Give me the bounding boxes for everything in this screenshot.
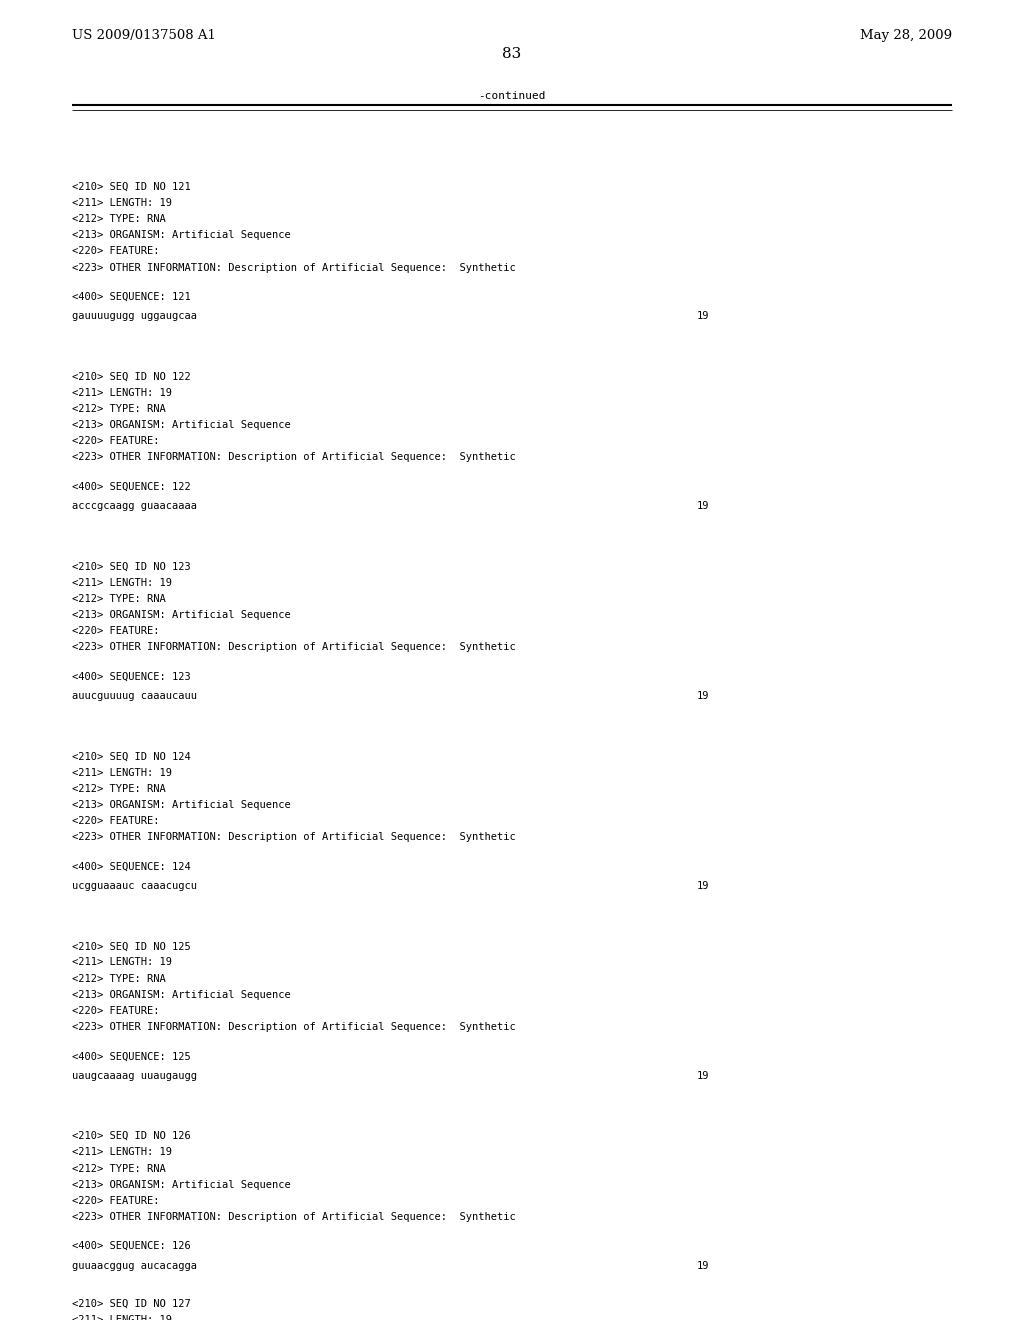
Text: May 28, 2009: May 28, 2009 <box>860 29 952 42</box>
Text: 19: 19 <box>696 1261 709 1271</box>
Text: 83: 83 <box>503 48 521 61</box>
Text: <210> SEQ ID NO 123: <210> SEQ ID NO 123 <box>72 561 190 572</box>
Text: <220> FEATURE:: <220> FEATURE: <box>72 1006 159 1016</box>
Text: <213> ORGANISM: Artificial Sequence: <213> ORGANISM: Artificial Sequence <box>72 990 291 999</box>
Text: <400> SEQUENCE: 124: <400> SEQUENCE: 124 <box>72 862 190 871</box>
Text: <223> OTHER INFORMATION: Description of Artificial Sequence:  Synthetic: <223> OTHER INFORMATION: Description of … <box>72 832 515 842</box>
Text: <211> LENGTH: 19: <211> LENGTH: 19 <box>72 1147 172 1158</box>
Text: <211> LENGTH: 19: <211> LENGTH: 19 <box>72 388 172 397</box>
Text: <213> ORGANISM: Artificial Sequence: <213> ORGANISM: Artificial Sequence <box>72 800 291 810</box>
Text: <211> LENGTH: 19: <211> LENGTH: 19 <box>72 198 172 207</box>
Text: <220> FEATURE:: <220> FEATURE: <box>72 437 159 446</box>
Text: 19: 19 <box>696 1071 709 1081</box>
Text: acccgcaagg guaacaaaa: acccgcaagg guaacaaaa <box>72 502 197 511</box>
Text: <212> TYPE: RNA: <212> TYPE: RNA <box>72 1163 166 1173</box>
Text: <213> ORGANISM: Artificial Sequence: <213> ORGANISM: Artificial Sequence <box>72 610 291 620</box>
Text: <212> TYPE: RNA: <212> TYPE: RNA <box>72 974 166 983</box>
Text: <220> FEATURE:: <220> FEATURE: <box>72 247 159 256</box>
Text: US 2009/0137508 A1: US 2009/0137508 A1 <box>72 29 216 42</box>
Text: <211> LENGTH: 19: <211> LENGTH: 19 <box>72 957 172 968</box>
Text: -continued: -continued <box>478 91 546 102</box>
Text: <210> SEQ ID NO 122: <210> SEQ ID NO 122 <box>72 371 190 381</box>
Text: <210> SEQ ID NO 126: <210> SEQ ID NO 126 <box>72 1131 190 1142</box>
Text: 19: 19 <box>696 502 709 511</box>
Text: <212> TYPE: RNA: <212> TYPE: RNA <box>72 594 166 603</box>
Text: <213> ORGANISM: Artificial Sequence: <213> ORGANISM: Artificial Sequence <box>72 420 291 430</box>
Text: <223> OTHER INFORMATION: Description of Artificial Sequence:  Synthetic: <223> OTHER INFORMATION: Description of … <box>72 1022 515 1032</box>
Text: <223> OTHER INFORMATION: Description of Artificial Sequence:  Synthetic: <223> OTHER INFORMATION: Description of … <box>72 453 515 462</box>
Text: <220> FEATURE:: <220> FEATURE: <box>72 816 159 826</box>
Text: <400> SEQUENCE: 121: <400> SEQUENCE: 121 <box>72 292 190 302</box>
Text: <212> TYPE: RNA: <212> TYPE: RNA <box>72 784 166 793</box>
Text: <211> LENGTH: 19: <211> LENGTH: 19 <box>72 767 172 777</box>
Text: gauuuugugg uggaugcaa: gauuuugugg uggaugcaa <box>72 312 197 321</box>
Text: <211> LENGTH: 19: <211> LENGTH: 19 <box>72 1315 172 1320</box>
Text: <223> OTHER INFORMATION: Description of Artificial Sequence:  Synthetic: <223> OTHER INFORMATION: Description of … <box>72 1212 515 1222</box>
Text: 19: 19 <box>696 690 709 701</box>
Text: <212> TYPE: RNA: <212> TYPE: RNA <box>72 214 166 224</box>
Text: guuaacggug aucacagga: guuaacggug aucacagga <box>72 1261 197 1271</box>
Text: 19: 19 <box>696 880 709 891</box>
Text: <223> OTHER INFORMATION: Description of Artificial Sequence:  Synthetic: <223> OTHER INFORMATION: Description of … <box>72 263 515 272</box>
Text: <220> FEATURE:: <220> FEATURE: <box>72 1196 159 1206</box>
Text: <210> SEQ ID NO 124: <210> SEQ ID NO 124 <box>72 751 190 762</box>
Text: <210> SEQ ID NO 125: <210> SEQ ID NO 125 <box>72 941 190 952</box>
Text: <213> ORGANISM: Artificial Sequence: <213> ORGANISM: Artificial Sequence <box>72 230 291 240</box>
Text: <213> ORGANISM: Artificial Sequence: <213> ORGANISM: Artificial Sequence <box>72 1180 291 1189</box>
Text: <223> OTHER INFORMATION: Description of Artificial Sequence:  Synthetic: <223> OTHER INFORMATION: Description of … <box>72 643 515 652</box>
Text: <400> SEQUENCE: 125: <400> SEQUENCE: 125 <box>72 1051 190 1061</box>
Text: <220> FEATURE:: <220> FEATURE: <box>72 626 159 636</box>
Text: <400> SEQUENCE: 123: <400> SEQUENCE: 123 <box>72 672 190 681</box>
Text: <212> TYPE: RNA: <212> TYPE: RNA <box>72 404 166 414</box>
Text: <210> SEQ ID NO 127: <210> SEQ ID NO 127 <box>72 1299 190 1308</box>
Text: ucgguaaauc caaacugcu: ucgguaaauc caaacugcu <box>72 880 197 891</box>
Text: 19: 19 <box>696 312 709 321</box>
Text: <400> SEQUENCE: 126: <400> SEQUENCE: 126 <box>72 1241 190 1251</box>
Text: uaugcaaaag uuaugaugg: uaugcaaaag uuaugaugg <box>72 1071 197 1081</box>
Text: <211> LENGTH: 19: <211> LENGTH: 19 <box>72 578 172 587</box>
Text: auucguuuug caaaucauu: auucguuuug caaaucauu <box>72 690 197 701</box>
Text: <210> SEQ ID NO 121: <210> SEQ ID NO 121 <box>72 182 190 191</box>
Text: <400> SEQUENCE: 122: <400> SEQUENCE: 122 <box>72 482 190 491</box>
